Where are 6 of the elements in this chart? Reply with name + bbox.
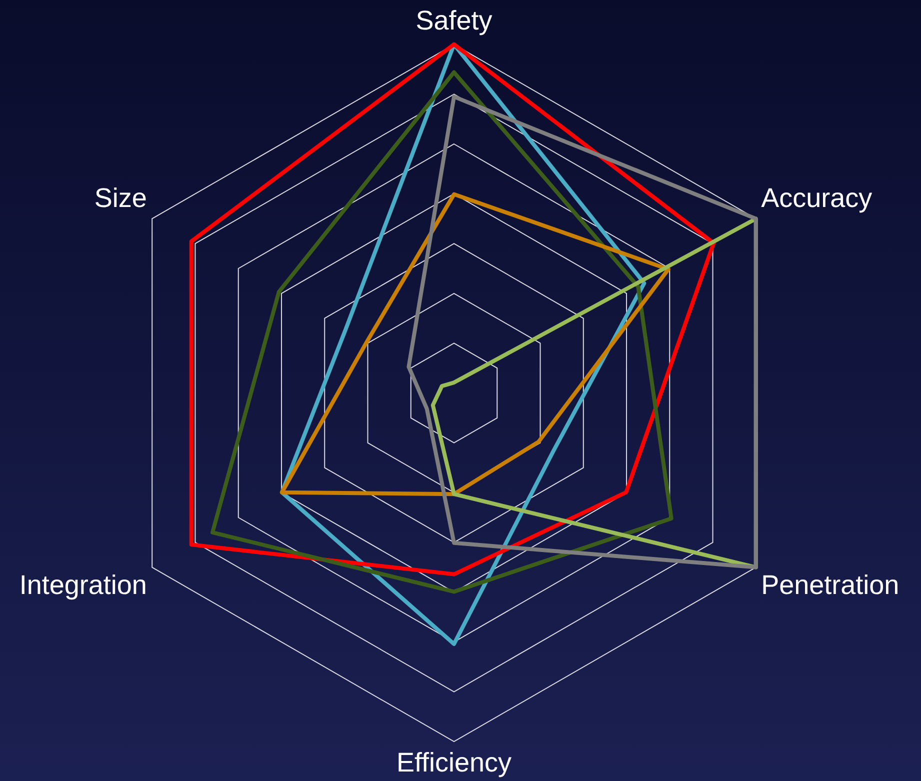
spoke-label: Integration xyxy=(19,570,147,600)
spoke-label: Penetration xyxy=(761,570,900,600)
spoke-label: Accuracy xyxy=(761,182,873,213)
spoke-label: Efficiency xyxy=(396,747,512,778)
spoke-label: Safety xyxy=(416,6,493,36)
spoke-label: Size xyxy=(94,182,147,213)
